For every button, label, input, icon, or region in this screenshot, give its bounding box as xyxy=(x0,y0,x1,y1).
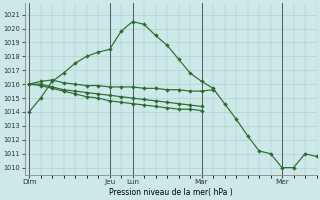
X-axis label: Pression niveau de la mer( hPa ): Pression niveau de la mer( hPa ) xyxy=(109,188,232,197)
